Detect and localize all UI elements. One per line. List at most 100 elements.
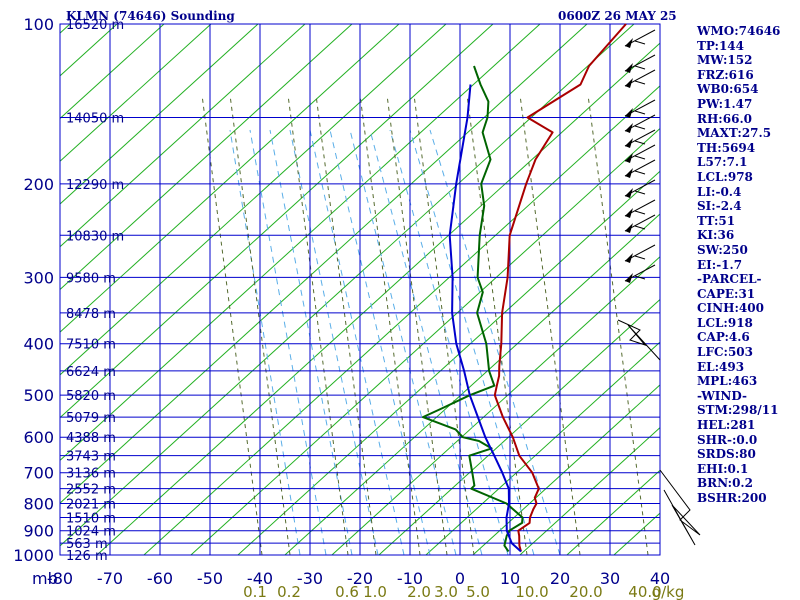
wind-barb <box>624 29 656 48</box>
index-item: WMO:74646 <box>697 24 781 38</box>
mixing-ratio-tick-label: 5.0 <box>466 583 490 600</box>
wind-barb <box>624 129 656 148</box>
height-label: 8478 m <box>66 307 116 322</box>
index-item: SHR-:0.0 <box>697 432 758 447</box>
mixing-ratio-line <box>413 94 475 556</box>
moist-adiabat <box>249 129 327 556</box>
index-item: -WIND- <box>697 388 747 403</box>
index-item: EHI:0.1 <box>697 461 749 476</box>
mixing-ratio-tick-label: 10.0 <box>515 583 548 600</box>
mixing-ratio-line <box>229 94 291 556</box>
wind-barb <box>624 214 656 233</box>
mixing-ratio-line <box>287 94 349 556</box>
index-item: -PARCEL- <box>697 272 762 287</box>
mixing-ratio-tick-label: 20.0 <box>569 583 602 600</box>
height-label: 2021 m <box>66 498 116 513</box>
index-item: TH:5694 <box>697 140 756 155</box>
index-item: MW:152 <box>697 53 753 68</box>
station-title: KLMN (74646) Sounding <box>66 9 235 23</box>
mixing-ratio-line <box>315 94 377 556</box>
dry-adiabat <box>519 427 661 556</box>
pressure-tick-label: 600 <box>23 428 54 447</box>
index-item: TT:51 <box>697 213 736 228</box>
index-item: BSHR:200 <box>697 491 767 505</box>
temperature-tick-label: -80 <box>47 569 73 588</box>
pressure-tick-label: 400 <box>23 335 54 354</box>
dry-adiabat <box>59 23 588 504</box>
sounding-line-2 <box>448 84 522 553</box>
dry-adiabat <box>472 384 661 556</box>
index-item: TP:144 <box>697 38 745 53</box>
pressure-unit-label: mb <box>32 569 58 588</box>
mixing-ratio-tick-label: 3.0 <box>434 583 458 600</box>
wind-barb <box>624 114 656 133</box>
height-label: 5820 m <box>66 389 116 404</box>
pressure-tick-labels: 100 200 300 400 500 600 700 800 900 1000 <box>13 15 54 565</box>
pressure-tick-label: 700 <box>23 464 54 483</box>
dry-adiabat <box>59 23 447 376</box>
height-label: 7510 m <box>66 338 116 353</box>
height-label: 1510 m <box>66 512 116 527</box>
temperature-tick-label: 0 <box>455 569 465 588</box>
temperature-tick-label: 10 <box>500 569 520 588</box>
wind-barb <box>624 264 656 283</box>
dry-adiabat <box>96 42 661 556</box>
height-label: 3136 m <box>66 467 116 482</box>
index-item: SI:-2.4 <box>697 199 742 214</box>
moist-adiabat <box>289 129 379 556</box>
wind-barb <box>624 244 656 263</box>
wind-barb <box>624 179 656 198</box>
index-item: CAP:4.6 <box>697 330 750 345</box>
mixing-ratio-line <box>201 94 263 556</box>
mixing-ratio-labels: 0.1 0.2 0.6 1.0 2.0 3.0 5.0 10.0 20.0 40.0g/kg <box>243 583 684 600</box>
hodograph <box>617 319 701 546</box>
height-label: 10830 m <box>66 229 124 244</box>
temperature-tick-label: 30 <box>600 569 620 588</box>
index-item: LCL:978 <box>697 169 753 184</box>
index-item: SW:250 <box>697 242 748 257</box>
mixing-ratio-unit-label: g/kg <box>652 583 685 600</box>
temperature-tick-label: -30 <box>297 569 323 588</box>
index-item: L57:7.1 <box>697 155 748 170</box>
mixing-ratio-tick-label: 0.1 <box>243 583 267 600</box>
dry-adiabat <box>59 23 353 290</box>
pressure-tick-label: 500 <box>23 386 54 405</box>
height-label: 2552 m <box>66 483 116 498</box>
dry-adiabat <box>59 23 635 547</box>
dry-adiabat <box>613 512 661 556</box>
dry-adiabat <box>59 23 71 34</box>
dry-adiabat <box>425 341 661 556</box>
dry-adiabat <box>331 256 661 556</box>
height-labels: 16520 m 14050 m 12290 m 10830 m 9580 m 8478 m… <box>66 18 124 564</box>
index-item: CAPE:31 <box>697 286 756 301</box>
isotherms <box>59 24 661 555</box>
index-item: EI:-1.7 <box>697 257 743 272</box>
mixing-ratio-tick-label: 2.0 <box>407 583 431 600</box>
index-item: SRDS:80 <box>697 447 756 462</box>
mixing-ratio-tick-label: 40.0 <box>628 583 661 600</box>
index-item: FRZ:616 <box>697 67 754 82</box>
dry-adiabat <box>59 23 212 162</box>
index-item: WB0:654 <box>697 82 759 97</box>
temperature-tick-label: -70 <box>97 569 123 588</box>
index-item: PW:1.47 <box>697 96 753 111</box>
temperature-tick-label: -40 <box>247 569 273 588</box>
dry-adiabat <box>59 23 306 248</box>
dry-adiabat <box>143 85 661 556</box>
pressure-tick-label: 900 <box>23 522 54 541</box>
pressure-tick-label: 300 <box>23 268 54 287</box>
index-item: KI:36 <box>697 228 735 243</box>
moist-adiabat <box>409 129 535 556</box>
height-label: 1024 m <box>66 525 116 540</box>
height-label: 16520 m <box>66 18 124 33</box>
pressure-tick-label: 800 <box>23 495 54 514</box>
height-label: 9580 m <box>66 271 116 286</box>
pressure-tick-label: 100 <box>23 15 54 34</box>
temperature-tick-label: 20 <box>550 569 570 588</box>
temperature-tick-label: 40 <box>650 569 670 588</box>
moist-adiabat <box>229 129 301 556</box>
mixing-ratio-line <box>466 94 528 556</box>
wind-barb <box>624 159 656 178</box>
stability-indices-panel: WMO:74646 TP:144 MW:152 FRZ:616 WB0:654 PW:1.… <box>697 24 780 506</box>
